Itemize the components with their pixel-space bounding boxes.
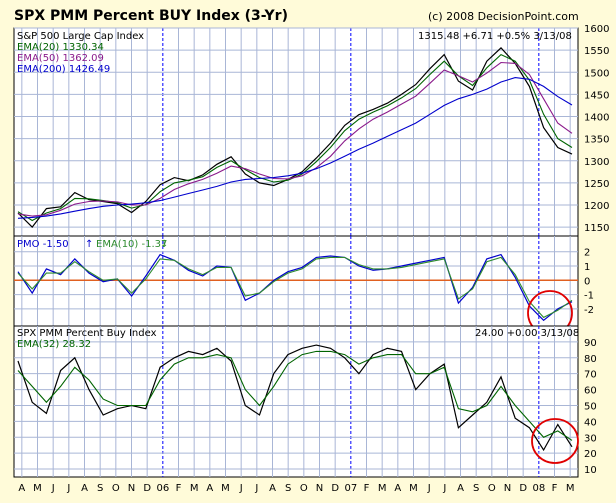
y-tick-label: 30 [584, 433, 597, 444]
x-tick-label: F [364, 483, 370, 494]
y-tick-label: 2 [584, 248, 590, 259]
y-tick-label: 70 [584, 370, 597, 381]
x-tick-label: A [81, 483, 88, 494]
x-tick-label: O [112, 483, 120, 494]
x-tick-label: N [128, 483, 135, 494]
y-tick-label: 1 [584, 262, 590, 273]
plot-area [13, 325, 579, 478]
y-tick-label: 40 [584, 417, 597, 428]
x-tick-label: N [316, 483, 323, 494]
x-tick-label: A [206, 483, 213, 494]
y-tick-label: 80 [584, 354, 597, 365]
x-tick-label: M [190, 483, 199, 494]
y-tick-label: 1400 [584, 113, 609, 124]
series-line-ema-32- [17, 350, 573, 441]
x-tick-label: 08 [532, 483, 545, 494]
y-tick-label: 90 [584, 338, 597, 349]
price-panel-title: S&P 500 Large Cap Index [17, 31, 144, 42]
y-tick-label: 1200 [584, 201, 609, 212]
x-tick-label: S [97, 483, 103, 494]
y-tick-label: 20 [584, 449, 597, 460]
down-arrow-icon: ↓ [160, 239, 168, 250]
x-tick-label: M [566, 483, 575, 494]
x-tick-label: J [442, 483, 446, 494]
legend-entry: EMA(200) 1426.49 [17, 64, 110, 75]
chart-title: SPX PMM Percent BUY Index (3-Yr) [14, 8, 288, 24]
x-tick-label: M [221, 483, 230, 494]
last-value-readout: 24.00 +0.00 3/13/08 [475, 328, 579, 339]
pmo-ema-label: EMA(10) -1.37 [96, 239, 167, 250]
y-tick-label: 1600 [584, 24, 609, 35]
series-line-pmo [17, 253, 573, 322]
last-value-readout: 1315.48 +6.71 +0.5% 3/13/08 [418, 31, 572, 42]
highlight-circle [531, 418, 579, 464]
x-tick-label: S [285, 483, 291, 494]
x-tick-label: A [269, 483, 276, 494]
y-tick-label: 50 [584, 401, 597, 412]
copyright-notice: (c) 2008 DecisionPoint.com [428, 10, 579, 23]
series-line-ema-50- [17, 61, 573, 217]
x-tick-label: F [552, 483, 558, 494]
y-tick-label: -1 [584, 291, 594, 302]
y-tick-label: 1250 [584, 179, 609, 190]
y-tick-label: 1350 [584, 135, 609, 146]
y-tick-label: 10 [584, 465, 597, 476]
series-line-spx [17, 47, 573, 229]
series-line-ema-10- [17, 256, 573, 319]
percent-buy-panel: 10 20 30 40 50 60 70 80 90 SPX PMM Percent Buy In… [13, 325, 597, 478]
y-tick-label: 1500 [584, 68, 609, 79]
x-tick-label: A [457, 483, 464, 494]
x-tick-label: A [394, 483, 401, 494]
x-tick-label: M [33, 483, 42, 494]
x-tick-label: O [488, 483, 496, 494]
y-tick-label: -2 [584, 305, 594, 316]
up-arrow-icon: ↑ [85, 239, 93, 250]
x-tick-label: D [143, 483, 151, 494]
x-tick-label: N [504, 483, 511, 494]
x-tick-label: 06 [156, 483, 169, 494]
x-tick-label: M [378, 483, 387, 494]
y-tick-label: 1450 [584, 90, 609, 101]
x-tick-label: J [66, 483, 70, 494]
x-axis: A M J J A S O N D 06 F M A M J J A S O N D 07 F M A M J J A S O N D 08 F M [18, 483, 574, 494]
x-tick-label: F [176, 483, 182, 494]
y-tick-label: 1550 [584, 46, 609, 57]
x-tick-label: D [519, 483, 527, 494]
x-tick-label: S [473, 483, 479, 494]
y-tick-label: 1150 [584, 223, 609, 234]
x-tick-label: D [331, 483, 339, 494]
x-tick-label: J [239, 483, 243, 494]
x-tick-label: M [409, 483, 418, 494]
y-tick-label: 1300 [584, 157, 609, 168]
legend-entry: EMA(50) 1362.09 [17, 53, 104, 64]
x-tick-label: O [300, 483, 308, 494]
legend-entry: EMA(20) 1330.34 [17, 42, 104, 53]
x-tick-label: J [51, 483, 55, 494]
price-panel: 1150 1200 1250 1300 1350 1400 1450 1500 1550 1600… [13, 24, 609, 237]
legend-entry: EMA(32) 28.32 [17, 339, 91, 350]
x-tick-label: A [18, 483, 25, 494]
percent-buy-title: SPX PMM Percent Buy Index [17, 328, 157, 339]
y-tick-label: 60 [584, 386, 597, 397]
x-tick-label: J [427, 483, 431, 494]
series-line-ema-200- [17, 77, 573, 219]
x-tick-label: J [254, 483, 258, 494]
pmo-label: PMO -1.50 [17, 239, 69, 250]
x-tick-label: 07 [344, 483, 357, 494]
pmo-panel: -2 -1 0 1 2 PMO -1.50 ↑ EMA(10) -1.37↓ [13, 235, 594, 336]
y-tick-label: 0 [584, 276, 590, 287]
